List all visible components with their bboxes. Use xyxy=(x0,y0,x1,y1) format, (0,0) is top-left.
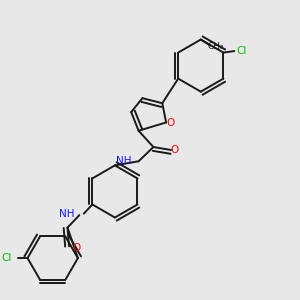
Text: NH: NH xyxy=(116,156,131,166)
Text: NH: NH xyxy=(59,209,75,219)
Text: O: O xyxy=(171,145,179,155)
Text: CH₃: CH₃ xyxy=(207,42,224,51)
Text: O: O xyxy=(167,118,175,128)
Text: Cl: Cl xyxy=(1,253,11,263)
Text: O: O xyxy=(72,243,80,253)
Text: Cl: Cl xyxy=(236,46,246,56)
